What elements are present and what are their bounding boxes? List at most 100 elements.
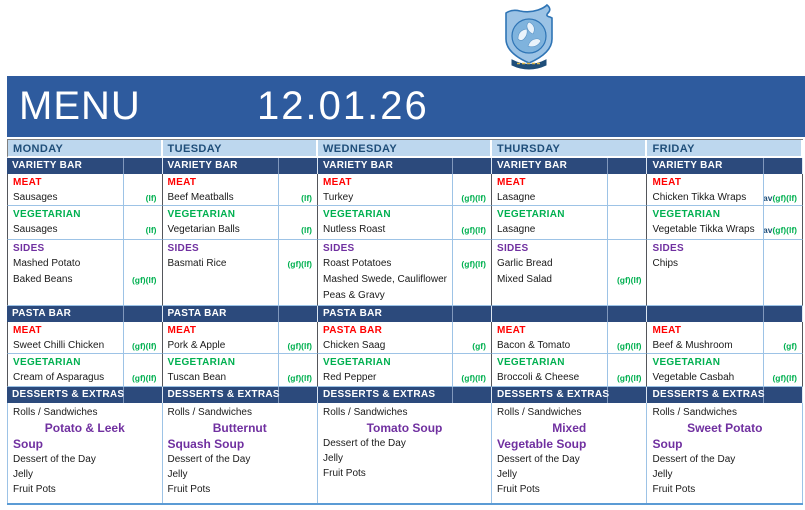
dietary-tag: (lf)	[301, 193, 313, 203]
menu-item-row: Mixed Salad (gf)(lf)	[492, 272, 647, 288]
crest-icon	[505, 3, 553, 70]
variety-vegetarian-group: VEGETARIAN Nutless Roast (gf)(lf)	[318, 206, 492, 240]
dietary-tags: (gf)(lf)	[118, 272, 162, 288]
menu-item-name: Garlic Bread	[496, 258, 553, 269]
dietary-tags	[602, 256, 646, 272]
vegetarian-label: VEGETARIAN	[323, 357, 391, 368]
pasta-vegetarian-group: VEGETARIAN Vegetable Casbah (gf)(lf)	[647, 354, 803, 387]
dessert-item: Fruit Pots	[13, 484, 56, 495]
menu-item-row: Sweet Chilli Chicken (gf)(lf)	[8, 338, 162, 354]
vegetarian-label: VEGETARIAN	[323, 209, 391, 220]
dietary-tags: (gf)(lf)	[758, 370, 802, 386]
dietary-tag: (lf)	[301, 225, 313, 235]
sides-label: SIDES	[496, 243, 529, 254]
dietary-tag: (gf)(lf)	[616, 373, 642, 383]
rolls-sandwiches-item: Rolls / Sandwiches	[323, 407, 408, 418]
vegetarian-label: VEGETARIAN	[167, 357, 236, 368]
variety-bar-band: VARIETY BAR	[318, 158, 492, 174]
desserts-extras-label: DESSERTS & EXTRAS	[496, 389, 610, 400]
pasta-meat-group: MEAT Sweet Chilli Chicken (gf)(lf)	[7, 322, 163, 354]
pasta-bar-label: PASTA BAR	[167, 308, 227, 319]
menu-item-row: Sausages (lf)	[8, 222, 162, 238]
menu-item-row: Lasagne	[492, 190, 647, 206]
pasta-vegetarian-group: VEGETARIAN Broccoli & Cheese (gf)(lf)	[491, 354, 648, 387]
vegetarian-label: VEGETARIAN	[496, 209, 565, 220]
pasta-vegetarian-group: VEGETARIAN Cream of Asparagus (gf)(lf)	[7, 354, 163, 387]
menu-item-name: Roast Potatoes	[323, 258, 392, 269]
available-tag: av	[762, 193, 773, 203]
soup-of-the-day: Tomato Soup	[366, 421, 443, 435]
menu-item-name: Peas & Gravy	[323, 290, 385, 301]
menu-item-name: Beef Meatballs	[167, 192, 234, 203]
dietary-tag: (gf)(lf)	[772, 373, 797, 383]
variety-meat-group: MEAT Chicken Tikka Wraps av(gf)(lf)	[647, 174, 803, 206]
variety-bar-label: VARIETY BAR	[496, 160, 568, 171]
meat-label: MEAT	[652, 325, 682, 336]
sides-group: SIDES Roast Potatoes (gf)(lf) Mashed Swe…	[318, 240, 492, 306]
day-column: WEDNESDAY VARIETY BAR MEAT Turkey (gf)(l…	[318, 140, 492, 503]
variety-vegetarian-group: VEGETARIAN Vegetable Tikka Wraps av(gf)(…	[647, 206, 803, 240]
sides-group: SIDES Garlic Bread Mixed Salad (gf)(lf)	[491, 240, 648, 306]
menu-item-row: Red Pepper (gf)(lf)	[318, 370, 491, 386]
dietary-tags: (gf)	[758, 338, 802, 354]
soup-of-the-day: Butternut	[212, 421, 267, 435]
pasta-bar-band	[491, 306, 648, 322]
day-name: TUESDAY	[167, 143, 222, 155]
soup-of-the-day-line2: Soup	[13, 437, 43, 451]
weekly-menu-table: MONDAY VARIETY BAR MEAT Sausages (lf) VE…	[7, 139, 803, 505]
menu-item-row: Mashed Swede, Cauliflower	[318, 272, 491, 288]
variety-bar-band: VARIETY BAR	[7, 158, 163, 174]
variety-bar-label: VARIETY BAR	[167, 160, 238, 171]
menu-date: 12.01.26	[257, 84, 429, 128]
dietary-tag: (gf)(lf)	[131, 275, 157, 285]
day-column: TUESDAY VARIETY BAR MEAT Beef Meatballs …	[162, 140, 319, 503]
desserts-content: Rolls / Sandwiches Butternut Squash Soup…	[163, 403, 319, 503]
dietary-tag: (gf)(lf)	[287, 373, 313, 383]
menu-item-row: Vegetable Tikka Wraps av(gf)(lf)	[647, 222, 802, 238]
menu-item-row: Broccoli & Cheese (gf)(lf)	[492, 370, 647, 386]
dessert-item: Fruit Pots	[167, 484, 211, 495]
page-title: MENU	[19, 84, 141, 128]
soup-of-the-day-line2: Vegetable Soup	[496, 437, 587, 451]
dietary-tags: (gf)(lf)	[447, 190, 491, 206]
dietary-tags	[447, 272, 491, 288]
dietary-tag: (gf)	[783, 341, 797, 351]
sides-group: SIDES Mashed Potato Baked Beans (gf)(lf)	[7, 240, 163, 306]
dietary-tag: (lf)	[145, 193, 157, 203]
menu-item-name: Chicken Saag	[323, 340, 386, 351]
desserts-content: Rolls / Sandwiches Mixed Vegetable Soup …	[492, 403, 648, 503]
dietary-tag: (gf)(lf)	[772, 225, 797, 235]
dietary-tags: (lf)	[273, 190, 317, 206]
day-name: MONDAY	[13, 143, 64, 155]
variety-bar-label: VARIETY BAR	[12, 160, 83, 171]
meat-label: MEAT	[496, 325, 526, 336]
desserts-content: Rolls / Sandwiches Tomato Soup Dessert o…	[318, 403, 492, 503]
soup-of-the-day: Mixed	[552, 421, 587, 435]
dessert-item: Jelly	[167, 469, 188, 480]
soup-of-the-day-line2: Soup	[652, 437, 683, 451]
pasta-vegetarian-group: VEGETARIAN Red Pepper (gf)(lf)	[318, 354, 492, 387]
desserts-extras-band: DESSERTS & EXTRAS	[491, 387, 648, 403]
pasta-bar-label: PASTA BAR	[323, 308, 383, 319]
dietary-tag: (gf)(lf)	[131, 373, 157, 383]
day-column: FRIDAY VARIETY BAR MEAT Chicken Tikka Wr…	[647, 140, 803, 503]
variety-bar-band: VARIETY BAR	[647, 158, 803, 174]
variety-meat-group: MEAT Sausages (lf)	[7, 174, 163, 206]
vegetarian-label: VEGETARIAN	[652, 209, 721, 220]
menu-item-name: Sausages	[13, 192, 58, 203]
menu-item-row: Mashed Potato	[8, 256, 162, 272]
menu-item-name: Lasagne	[496, 224, 536, 235]
soup-of-the-day: Potato & Leek	[44, 421, 125, 435]
variety-meat-group: MEAT Beef Meatballs (lf)	[162, 174, 319, 206]
rolls-sandwiches-item: Rolls / Sandwiches	[167, 407, 252, 418]
dietary-tag: (gf)(lf)	[287, 341, 313, 351]
dessert-item: Fruit Pots	[323, 468, 366, 479]
dietary-tag: (gf)	[472, 341, 486, 351]
school-crest-logo	[498, 3, 560, 71]
meat-label: MEAT	[496, 177, 526, 188]
variety-bar-band: VARIETY BAR	[491, 158, 648, 174]
menu-item-row: Bacon & Tomato (gf)(lf)	[492, 338, 647, 354]
variety-bar-label: VARIETY BAR	[323, 160, 394, 171]
dessert-item: Dessert of the Day	[496, 454, 580, 465]
pasta-bar-band: PASTA BAR	[318, 306, 492, 322]
